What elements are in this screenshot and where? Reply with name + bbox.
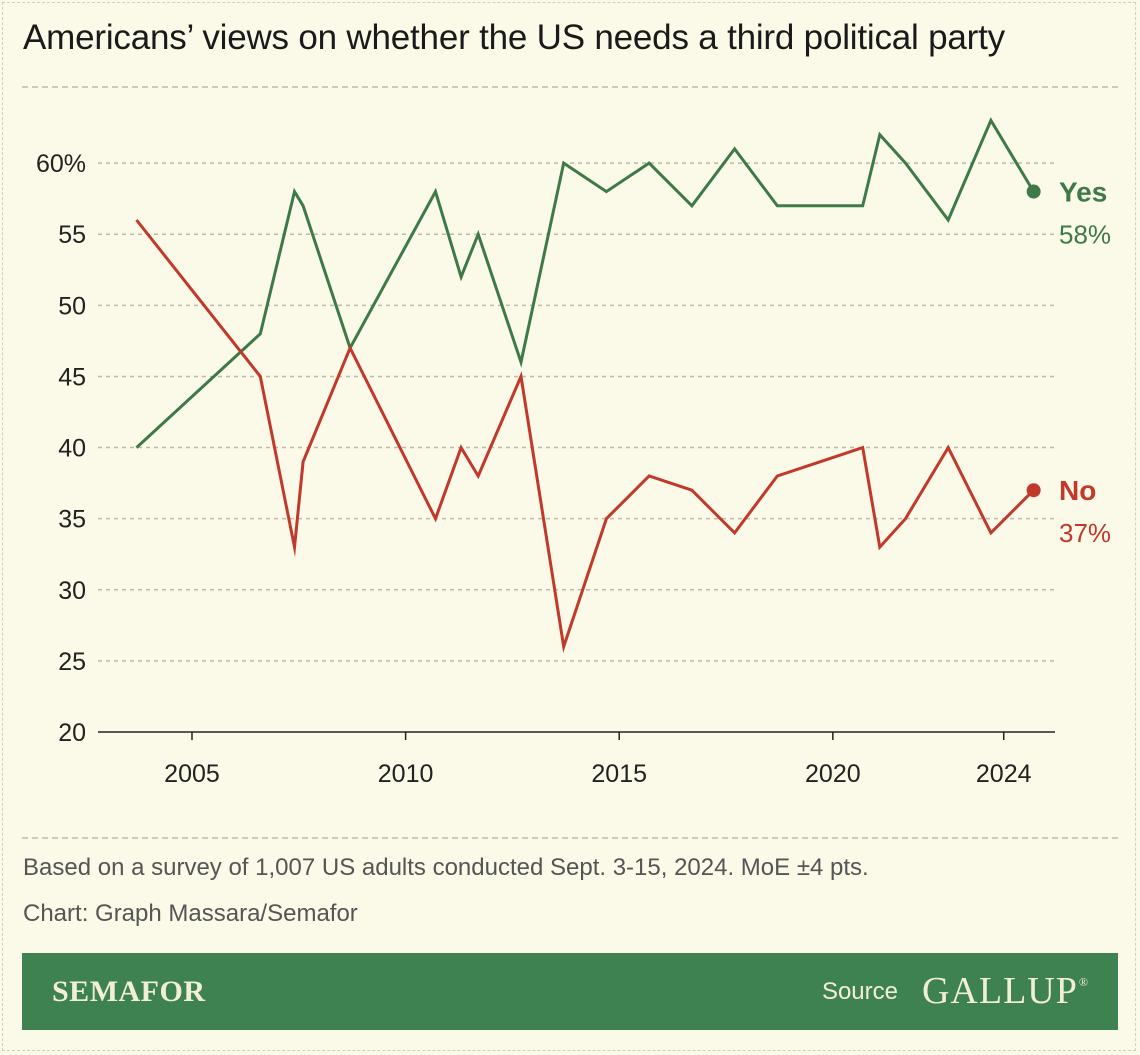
end-marker-yes: [1026, 184, 1041, 199]
series-name-yes: Yes: [1059, 177, 1107, 208]
series-name-no: No: [1059, 475, 1096, 506]
y-tick-label: 35: [58, 506, 86, 534]
series-value-no: 37%: [1059, 518, 1111, 548]
y-tick-label: 25: [58, 648, 86, 676]
source-label: Source: [821, 978, 898, 1005]
survey-note: Based on a survey of 1,007 US adults con…: [23, 854, 869, 881]
x-tick-label: 2010: [378, 760, 434, 788]
x-tick-label: 2020: [805, 760, 861, 788]
series-labels: Yes 58% No 37%: [1026, 177, 1111, 548]
y-tick-label: 50: [58, 292, 86, 320]
end-marker-no: [1026, 483, 1041, 498]
footer-bar: SEMAFOR Source GALLUP®: [22, 953, 1118, 1030]
series-lines: [135, 117, 1035, 654]
y-tick-label: 40: [58, 435, 86, 463]
series-value-yes: 58%: [1059, 220, 1111, 250]
y-tick-label: 30: [58, 577, 86, 605]
y-tick-label: 45: [58, 363, 86, 391]
series-line-yes: [135, 117, 1035, 449]
chart-credit: Chart: Graph Massara/Semafor: [23, 900, 358, 927]
series-line-no: [135, 219, 1035, 654]
y-tick-label: 20: [58, 719, 86, 747]
y-tick-label: 55: [58, 221, 86, 249]
y-tick-label: 60%: [36, 150, 86, 178]
x-tick-label: 2024: [976, 760, 1032, 788]
gallup-mark: ®: [1078, 975, 1089, 989]
bottom-divider: [22, 837, 1118, 839]
gallup-logo: GALLUP®: [922, 969, 1088, 1013]
semafor-logo: SEMAFOR: [52, 975, 206, 1008]
chart-title: Americans’ views on whether the US needs…: [23, 18, 1005, 57]
gallup-name: GALLUP: [921, 970, 1078, 1012]
x-tick-label: 2015: [591, 760, 647, 788]
top-divider: [22, 86, 1118, 88]
x-tick-label: 2005: [164, 760, 220, 788]
axes: 20 25 30 35 40 45 50 55 60% 2005 2010 2015 2020 2024: [36, 150, 1055, 788]
grid-lines: [98, 162, 1055, 662]
